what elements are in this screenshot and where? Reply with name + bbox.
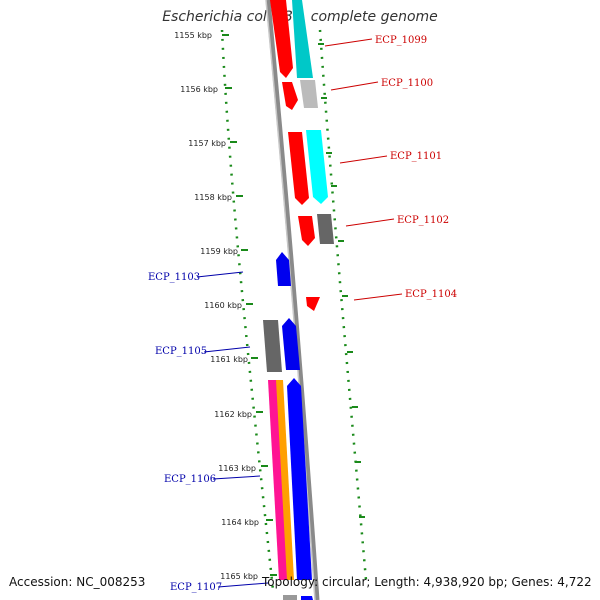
gene-arrow[interactable] <box>292 0 313 78</box>
gene-arrow[interactable] <box>276 380 294 580</box>
tick-label: 1165 kbp <box>220 572 258 581</box>
gene-arrow[interactable] <box>282 82 298 110</box>
tick-labels: 1155 kbp 1156 kbp 1157 kbp 1158 kbp 1159… <box>174 31 259 581</box>
gene-arrow[interactable] <box>298 216 315 246</box>
right-ruler-ring <box>318 29 368 581</box>
gene-label: ECP_1100 <box>381 78 433 89</box>
gene-arrow[interactable] <box>288 132 309 205</box>
gene-arrow[interactable] <box>301 596 313 600</box>
tick-marks-right <box>318 43 365 518</box>
gene-features <box>263 0 334 600</box>
gene-arrow[interactable] <box>276 252 291 286</box>
tick-label: 1157 kbp <box>188 139 226 148</box>
gene-label: ECP_1099 <box>375 35 427 46</box>
tick-label: 1160 kbp <box>204 301 242 310</box>
gene-arrow[interactable] <box>282 318 300 370</box>
tick-label: 1156 kbp <box>180 85 218 94</box>
gene-arrow[interactable] <box>317 214 334 244</box>
gene-arrow[interactable] <box>263 320 282 372</box>
tick-label: 1159 kbp <box>200 247 238 256</box>
tick-label: 1161 kbp <box>210 355 248 364</box>
gene-arrow[interactable] <box>306 130 328 204</box>
gene-label: ECP_1102 <box>397 215 449 226</box>
gene-arrow[interactable] <box>270 0 293 78</box>
gene-arrow[interactable] <box>306 297 320 311</box>
tick-label: 1155 kbp <box>174 31 212 40</box>
tick-label: 1162 kbp <box>214 410 252 419</box>
gene-label: ECP_1101 <box>390 151 442 162</box>
gene-arrow[interactable] <box>287 378 312 580</box>
genome-backbone <box>265 0 320 600</box>
tick-label: 1163 kbp <box>218 464 256 473</box>
gene-label: ECP_1106 <box>164 474 216 485</box>
tick-label: 1158 kbp <box>194 193 232 202</box>
gene-arrow[interactable] <box>300 80 318 108</box>
tick-marks <box>222 34 277 576</box>
genome-summary-text: Topology: circular; Length: 4,938,920 bp… <box>262 575 592 589</box>
label-leaders <box>196 38 403 588</box>
gene-label: ECP_1103 <box>148 272 200 283</box>
gene-label: ECP_1104 <box>405 289 457 300</box>
tick-label: 1164 kbp <box>221 518 259 527</box>
gene-labels: ECP_1099 ECP_1100 ECP_1101 ECP_1102 ECP_… <box>148 35 457 593</box>
gene-arrow[interactable] <box>283 595 297 600</box>
gene-label: ECP_1105 <box>155 346 207 357</box>
gene-label: ECP_1107 <box>170 582 222 593</box>
left-ruler-ring <box>220 29 275 591</box>
accession-text: Accession: NC_008253 <box>9 575 146 589</box>
gene-arrow[interactable] <box>268 380 288 580</box>
